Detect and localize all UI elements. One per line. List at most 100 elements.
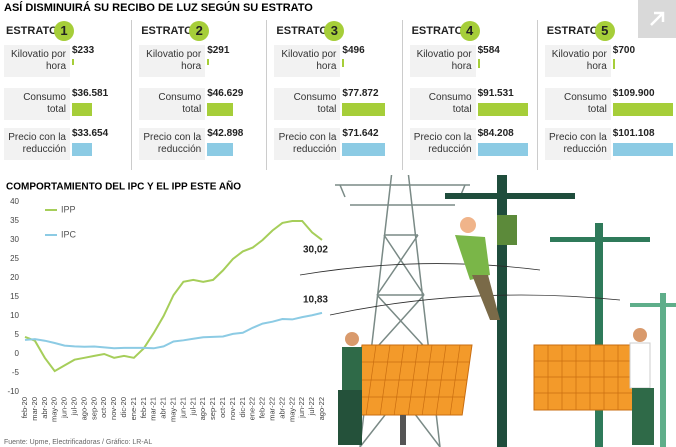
bar (72, 143, 92, 156)
value-label: $496 (342, 45, 365, 56)
value-label: $101.108 (612, 128, 655, 139)
bar (342, 103, 385, 116)
separator (266, 20, 268, 170)
x-tick-label: mar-21 (149, 397, 158, 421)
row-label: Consumo total (409, 88, 476, 120)
x-tick-label: mar-22 (267, 397, 276, 421)
bar (207, 103, 233, 116)
y-tick-label: 5 (15, 330, 20, 339)
x-tick-label: ago-20 (79, 397, 88, 420)
x-tick-label: feb-21 (139, 397, 148, 418)
separator (536, 20, 538, 170)
x-tick-label: oct-21 (218, 397, 227, 418)
x-tick-label: dic-20 (119, 397, 128, 417)
y-tick-label: 0 (15, 349, 20, 358)
bar (477, 103, 528, 116)
bar (477, 143, 528, 156)
row-label: Kilovatio por hora (409, 45, 476, 77)
estrato-number: 5 (594, 21, 615, 41)
y-tick-label: -10 (7, 387, 19, 396)
x-tick-label: dic-21 (238, 397, 247, 417)
y-tick-label: 35 (10, 216, 19, 225)
value-label: $233 (72, 45, 95, 56)
series-line (24, 220, 323, 373)
y-tick-label: -5 (12, 368, 20, 377)
estrato-number: 4 (459, 21, 480, 41)
expand-button[interactable] (638, 0, 676, 38)
x-tick-label: ago-21 (198, 397, 207, 420)
value-label: $291 (207, 45, 230, 56)
y-tick-label: 25 (10, 254, 19, 263)
x-tick-label: jun-22 (297, 397, 306, 419)
estrato-label: ESTRATO (411, 25, 464, 37)
x-tick-label: jun-20 (60, 397, 69, 419)
y-tick-label: 40 (10, 197, 19, 206)
y-tick-label: 15 (10, 292, 19, 301)
x-tick-label: feb-20 (20, 397, 29, 418)
row-label: Kilovatio por hora (274, 45, 341, 77)
y-tick-label: 20 (10, 273, 19, 282)
bar (207, 143, 233, 156)
illustration (299, 175, 676, 447)
value-label: $84.208 (477, 128, 514, 139)
chart-title: COMPORTAMIENTO DEL IPC Y EL IPP ESTE AÑO (6, 180, 241, 193)
value-label: $700 (612, 45, 636, 56)
x-tick-label: sep-21 (208, 397, 217, 420)
value-label: $46.629 (207, 88, 244, 99)
row-label: Precio con la reducción (139, 128, 206, 160)
estrato-label: ESTRATO (6, 25, 58, 37)
x-tick-label: may-20 (50, 397, 59, 422)
value-label: $91.531 (477, 88, 514, 99)
separator (401, 20, 403, 170)
bar (72, 103, 92, 116)
row-label: Precio con la reducción (544, 128, 611, 160)
value-label: $109.900 (612, 88, 655, 99)
row-label: Consumo total (544, 88, 611, 120)
chart: COMPORTAMIENTO DEL IPC Y EL IPP ESTE AÑO… (4, 175, 676, 447)
estrato-number: 2 (189, 21, 210, 41)
x-tick-label: ene-22 (248, 397, 257, 420)
estrato-number: 1 (54, 21, 74, 41)
bar (612, 143, 673, 156)
legend-label: IPP (61, 204, 76, 214)
separator (131, 20, 133, 170)
data-label: 10,83 (303, 294, 328, 305)
x-tick-label: abr-20 (40, 397, 49, 419)
bar (612, 103, 673, 116)
bar (207, 59, 210, 66)
value-label: $77.872 (342, 88, 379, 99)
x-tick-label: may-22 (287, 397, 296, 422)
x-tick-label: jun-21 (178, 397, 187, 419)
x-tick-label: abr-21 (159, 397, 168, 419)
row-label: Kilovatio por hora (544, 45, 611, 77)
y-tick-label: 30 (10, 235, 19, 244)
row-label: Consumo total (4, 88, 70, 120)
x-tick-label: jul-20 (69, 397, 78, 416)
x-tick-label: ene-21 (129, 397, 138, 420)
estrato-label: ESTRATO (546, 25, 599, 37)
estrato-number: 3 (324, 21, 345, 41)
value-label: $71.642 (342, 128, 379, 139)
value-label: $584 (477, 45, 500, 56)
x-tick-label: mar-20 (30, 397, 39, 421)
x-tick-label: nov-21 (228, 397, 237, 420)
x-tick-label: ago-22 (317, 397, 326, 420)
y-tick-label: 10 (10, 311, 19, 320)
x-tick-label: may-21 (168, 397, 177, 422)
value-label: $42.898 (207, 128, 244, 139)
estrato-label: ESTRATO (276, 25, 328, 37)
source: Fuente: Upme, Electrificadoras / Gráfico… (4, 439, 152, 446)
x-tick-label: jul-22 (307, 397, 316, 416)
row-label: Kilovatio por hora (139, 45, 206, 77)
x-tick-label: nov-20 (109, 397, 118, 420)
estrato-label: ESTRATO (141, 25, 193, 37)
row-label: Consumo total (139, 88, 206, 120)
x-tick-label: feb-22 (258, 397, 267, 418)
bar (72, 59, 74, 65)
bar (477, 59, 480, 68)
row-label: Kilovatio por hora (4, 45, 70, 77)
x-tick-label: oct-20 (99, 397, 108, 418)
bar (342, 143, 385, 156)
page-title: ASÍ DISMINUIRÁ SU RECIBO DE LUZ SEGÚN SU… (4, 2, 313, 14)
expand-icon (650, 11, 665, 26)
